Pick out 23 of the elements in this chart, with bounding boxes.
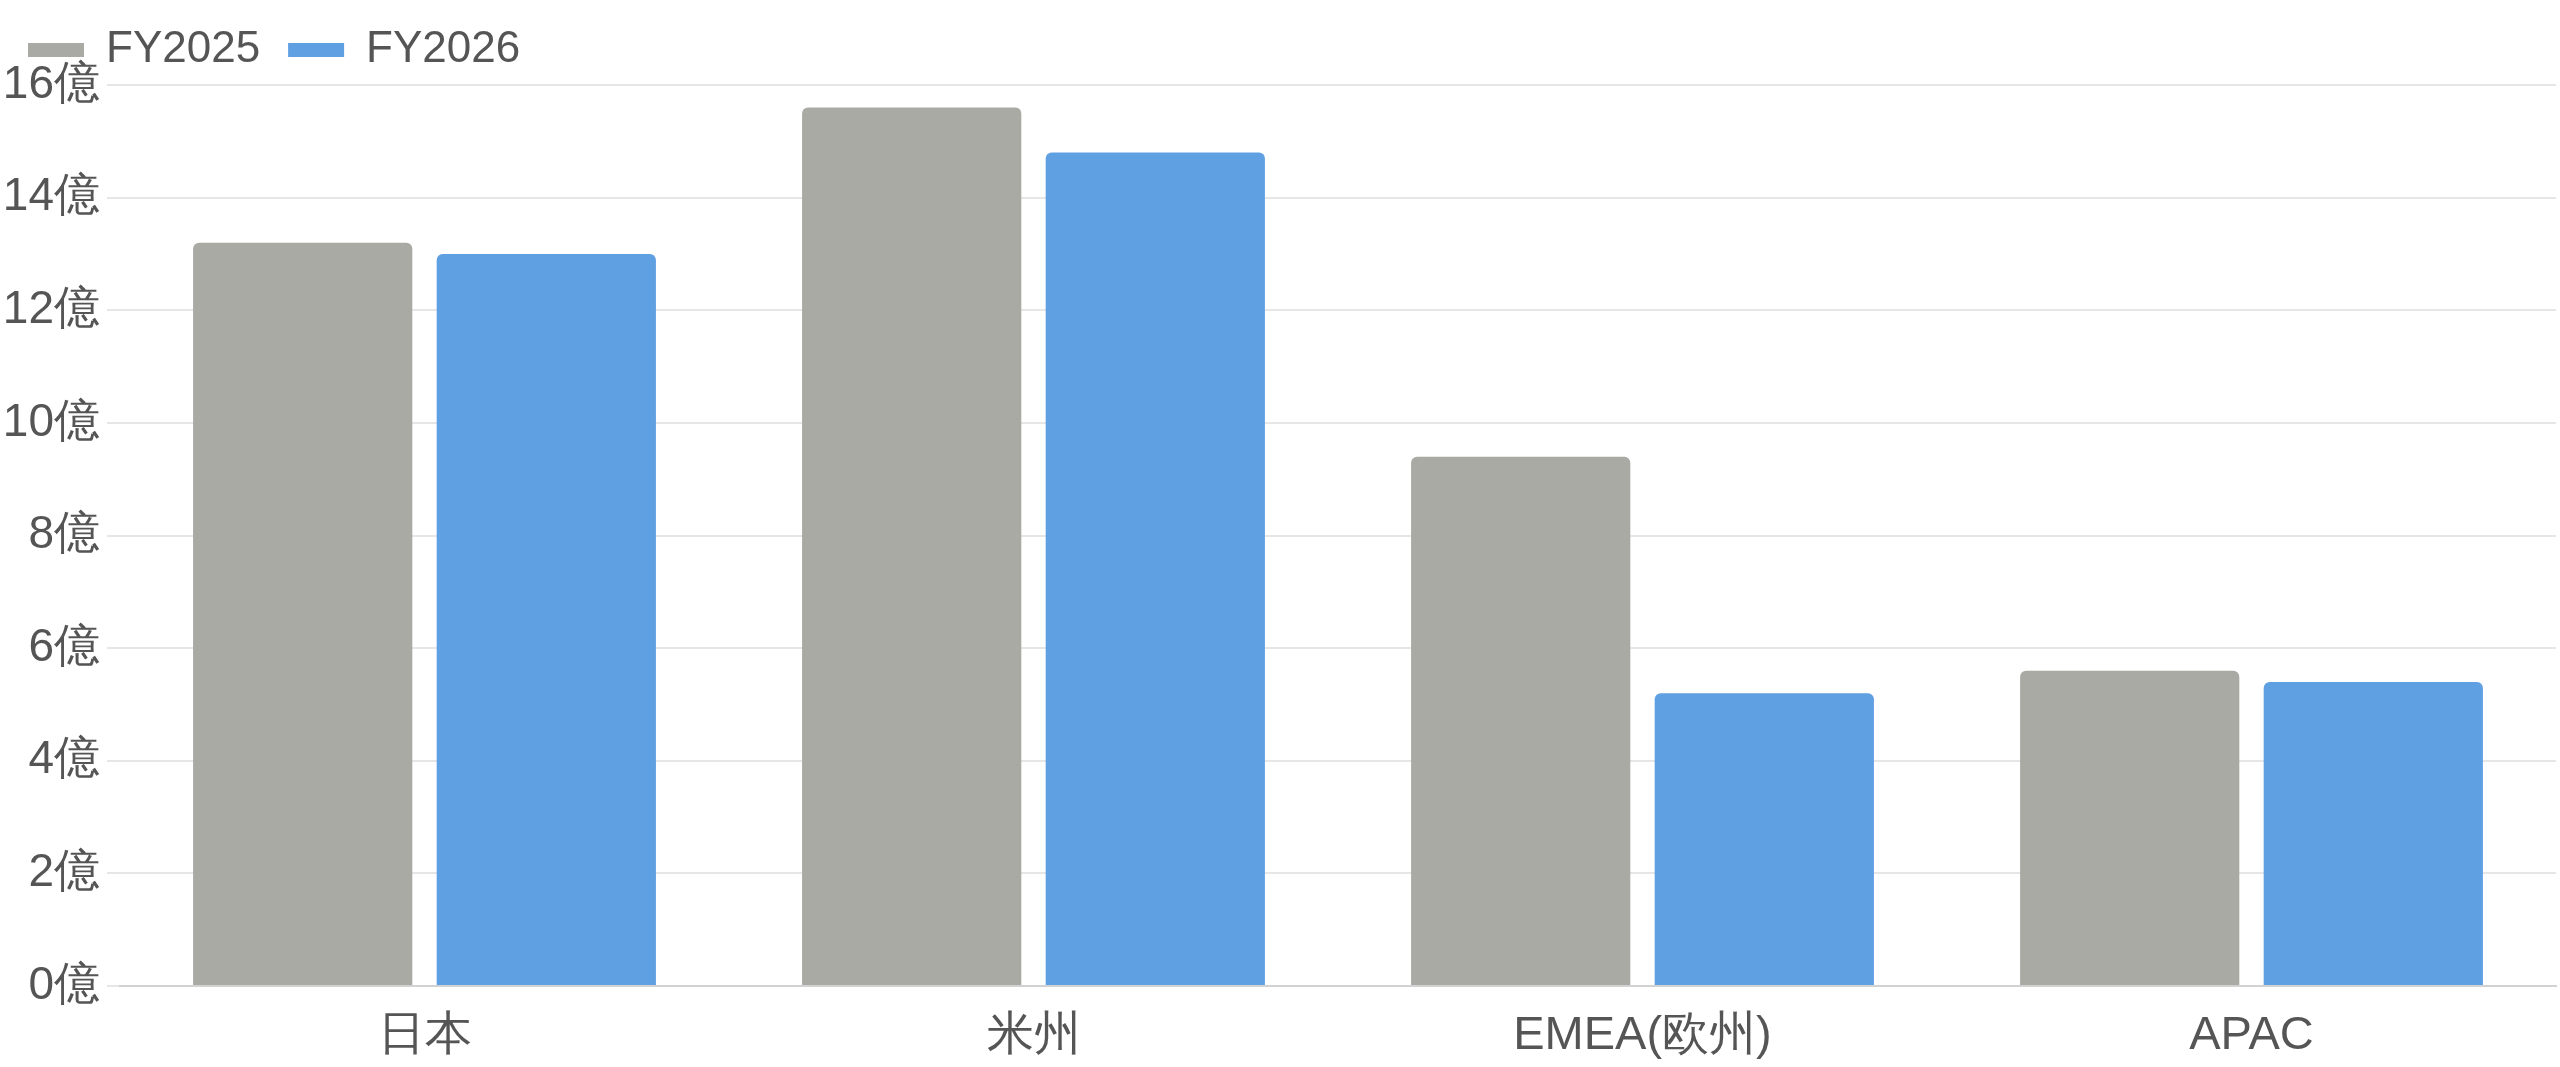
x-tick-label: 米州 <box>986 1006 1081 1060</box>
bar <box>436 253 656 985</box>
bar <box>1045 152 1265 985</box>
y-tick-label: 12億 <box>2 280 100 333</box>
y-tick-label: 4億 <box>28 731 100 784</box>
bar <box>1411 456 1631 985</box>
x-tick-label: APAC <box>2189 1006 2314 1060</box>
bar <box>2263 681 2483 985</box>
y-tick-label: 16億 <box>2 55 100 108</box>
y-tick-label: 0億 <box>28 956 100 1009</box>
bar <box>802 107 1022 985</box>
y-tick-label: 8億 <box>28 506 100 559</box>
y-tick-label: 2億 <box>28 844 100 897</box>
x-tick-label: EMEA(欧州) <box>1513 1006 1772 1060</box>
bar <box>1654 693 1874 985</box>
legend-label: FY2025 <box>106 22 261 72</box>
bar <box>2020 670 2240 985</box>
y-tick-label: 14億 <box>2 168 100 221</box>
y-tick-label: 10億 <box>2 393 100 446</box>
bar <box>193 242 413 985</box>
legend-label: FY2026 <box>366 22 521 72</box>
x-tick-label: 日本 <box>377 1006 472 1060</box>
y-tick-label: 6億 <box>28 618 100 671</box>
